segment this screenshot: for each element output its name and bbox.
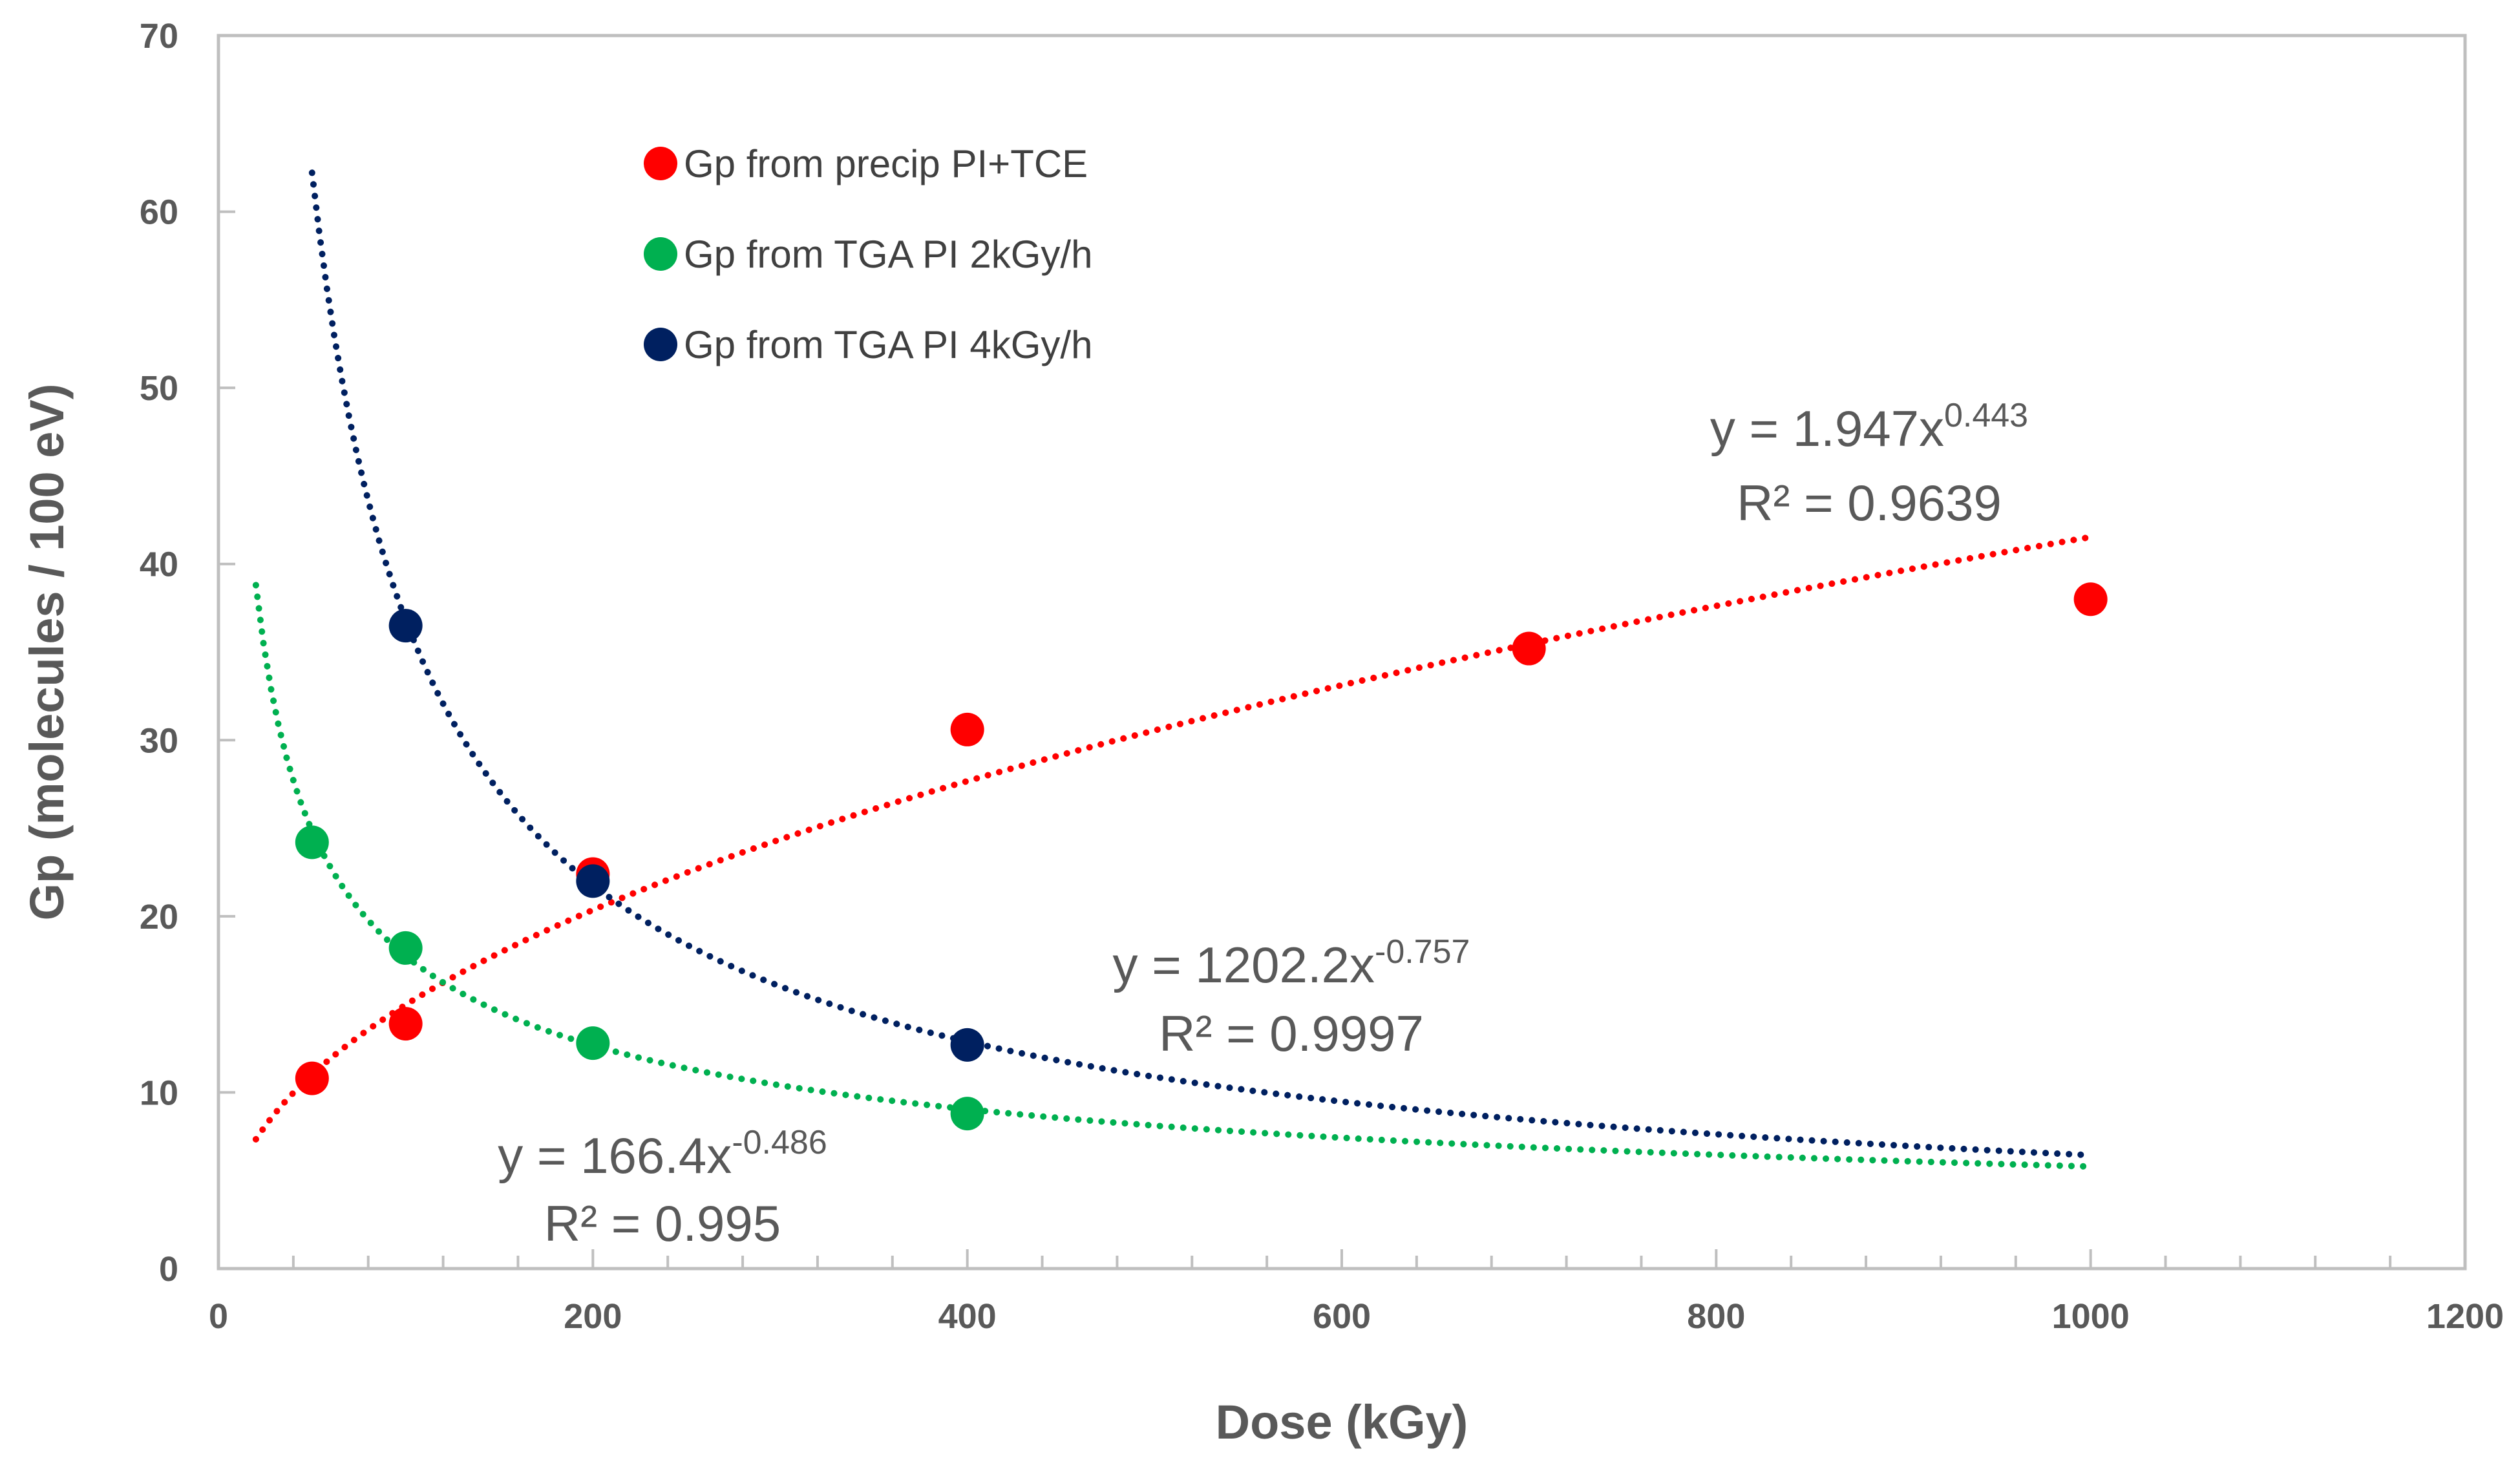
legend-marker-1 (644, 147, 677, 180)
trendline-r2-3: R² = 0.9997 (1159, 1005, 1424, 1062)
legend-label-1: Gp from precip PI+TCE (684, 142, 1088, 185)
legend-marker-3 (644, 328, 677, 361)
point-series-1 (2073, 582, 2108, 617)
trendline-series-1 (252, 534, 2094, 1143)
x-tick-label: 400 (938, 1297, 997, 1336)
y-tick-label: 60 (140, 193, 178, 232)
x-tick-label: 0 (209, 1297, 228, 1336)
point-series-2 (295, 825, 329, 860)
y-tick-label: 20 (140, 898, 178, 936)
data-points (295, 582, 2108, 1131)
point-series-1 (950, 712, 984, 746)
legend-label-2: Gp from TGA PI 2kGy/h (684, 233, 1092, 276)
x-tick-label: 200 (564, 1297, 622, 1336)
y-tick-label: 70 (140, 17, 178, 56)
legend-marker-2 (644, 237, 677, 271)
point-series-2 (576, 1026, 610, 1061)
point-series-1 (295, 1061, 329, 1095)
trendline-equation-3: y = 1202.2x-0.757 (1113, 933, 1470, 993)
x-axis-title: Dose (kGy) (1216, 1395, 1468, 1449)
y-tick-label: 0 (159, 1250, 178, 1289)
point-series-1 (1512, 631, 1546, 666)
point-series-1 (388, 1007, 423, 1041)
y-tick-label: 30 (140, 721, 178, 760)
trendline-equation-1: y = 1.947x0.443 (1710, 397, 2028, 457)
trendline-r2-2: R² = 0.995 (544, 1195, 781, 1252)
x-tick-label: 800 (1687, 1297, 1745, 1336)
point-series-2 (950, 1097, 984, 1131)
point-series-2 (388, 931, 423, 965)
axes: 0 200 400 600 800 1000 1200 0 10 20 30 40 50 60 70 (140, 17, 2504, 1336)
x-tick-label: 1000 (2052, 1297, 2130, 1336)
legend-label-3: Gp from TGA PI 4kGy/h (684, 323, 1092, 366)
y-tick-label: 50 (140, 369, 178, 408)
trendline-series-2 (252, 582, 2094, 1170)
y-tick-label: 10 (140, 1073, 178, 1112)
point-series-3 (950, 1028, 984, 1062)
trendline-r2-1: R² = 0.9639 (1737, 474, 2002, 531)
x-tick-label: 600 (1313, 1297, 1371, 1336)
trendline-series-3 (308, 169, 2094, 1159)
y-axis-title: Gp (molecules / 100 eV) (20, 384, 74, 921)
trendlines (252, 169, 2094, 1170)
labels: Dose (kGy) Gp (molecules / 100 eV) Gp from… (20, 142, 2028, 1449)
point-series-3 (388, 609, 423, 643)
plot-area (217, 34, 2467, 1271)
plot-border (217, 34, 2467, 1271)
point-series-3 (576, 864, 610, 898)
y-tick-label: 40 (140, 545, 178, 584)
x-tick-label: 1200 (2426, 1297, 2504, 1336)
trendline-equation-2: y = 166.4x-0.486 (498, 1124, 827, 1184)
